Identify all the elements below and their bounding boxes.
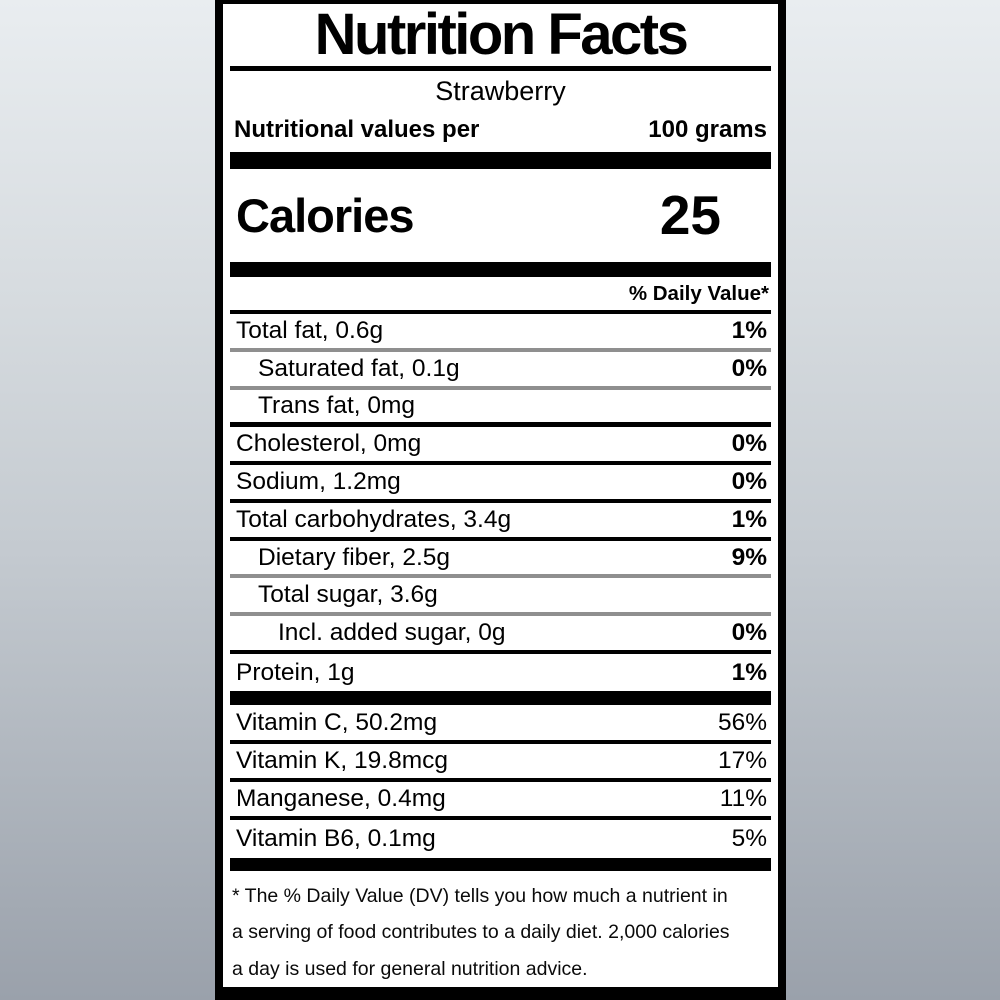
nutrient-label: Dietary fiber, 2.5g: [258, 543, 451, 571]
nutrient-row-total-carbohydrates: Total carbohydrates, 3.4g 1%: [230, 503, 771, 541]
nutrient-percent: 0%: [731, 468, 767, 496]
nutrient-percent: 0%: [731, 618, 767, 646]
nutrient-percent: 17%: [717, 746, 767, 774]
nutrient-row-saturated-fat: Saturated fat, 0.1g 0%: [230, 352, 771, 390]
nutrient-label: Incl. added sugar, 0g: [278, 618, 506, 646]
thick-divider-bar: [230, 857, 771, 871]
calories-row: Calories 25: [230, 169, 771, 262]
serving-prefix: Nutritional values per: [234, 116, 480, 144]
nutrient-label: Cholesterol, 0mg: [236, 430, 422, 458]
nutrition-facts-label: Nutrition Facts Strawberry Nutritional v…: [215, 0, 786, 1000]
nutrient-percent: 1%: [731, 658, 767, 686]
nutrient-label: Vitamin K, 19.8mcg: [236, 746, 448, 774]
nutrient-row-manganese: Manganese, 0.4mg 11%: [230, 782, 771, 820]
daily-value-footnote: * The % Daily Value (DV) tells you how m…: [230, 871, 771, 988]
calories-value: 25: [659, 184, 721, 247]
daily-value-header: % Daily Value*: [230, 277, 771, 315]
thick-divider-bar: [230, 691, 771, 706]
nutrient-percent: 0%: [731, 430, 767, 458]
nutrient-percent: 56%: [717, 708, 767, 736]
nutrient-label: Manganese, 0.4mg: [236, 784, 446, 812]
nutrient-percent: 9%: [731, 543, 767, 571]
nutrient-row-vitamin-k: Vitamin K, 19.8mcg 17%: [230, 744, 771, 782]
footnote-line: a serving of food contributes to a daily…: [232, 921, 730, 943]
nutrient-label: Vitamin B6, 0.1mg: [236, 824, 436, 852]
thick-divider-bar: [230, 151, 771, 169]
nutrient-label: Total carbohydrates, 3.4g: [236, 505, 512, 533]
nutrient-row-total-sugar: Total sugar, 3.6g: [230, 578, 771, 617]
nutrient-row-dietary-fiber: Dietary fiber, 2.5g 9%: [230, 541, 771, 579]
nutrient-row-vitamin-c: Vitamin C, 50.2mg 56%: [230, 705, 771, 744]
nutrient-row-sodium: Sodium, 1.2mg 0%: [230, 465, 771, 503]
footnote-line: a day is used for general nutrition advi…: [232, 957, 588, 980]
nutrient-row-protein: Protein, 1g 1%: [230, 654, 771, 692]
nutrient-row-total-fat: Total fat, 0.6g 1%: [230, 314, 771, 352]
footnote-line: * The % Daily Value (DV) tells you how m…: [232, 884, 728, 907]
nutrient-label: Protein, 1g: [236, 658, 355, 686]
nutrient-row-cholesterol: Cholesterol, 0mg 0%: [230, 427, 771, 466]
serving-info-row: Nutritional values per 100 grams: [230, 109, 771, 152]
nutrient-percent: 0%: [731, 354, 767, 382]
product-name: Strawberry: [435, 76, 566, 106]
nutrient-percent: 11%: [719, 784, 767, 812]
serving-amount: 100 grams: [648, 116, 767, 144]
nutrient-label: Vitamin C, 50.2mg: [236, 708, 438, 736]
label-title: Nutrition Facts: [230, 4, 771, 71]
nutrient-label: Saturated fat, 0.1g: [258, 354, 460, 382]
nutrient-label: Trans fat, 0mg: [258, 392, 416, 420]
nutrient-label: Total sugar, 3.6g: [258, 581, 438, 609]
nutrient-row-added-sugar: Incl. added sugar, 0g 0%: [230, 616, 771, 654]
nutrient-label: Total fat, 0.6g: [236, 317, 384, 345]
nutrient-percent: 1%: [731, 505, 767, 533]
thick-divider-bar: [230, 262, 771, 278]
nutrient-percent: 1%: [731, 317, 767, 345]
nutrient-row-trans-fat: Trans fat, 0mg: [230, 390, 771, 428]
calories-label: Calories: [236, 188, 414, 242]
nutrient-row-vitamin-b6: Vitamin B6, 0.1mg 5%: [230, 820, 771, 858]
nutrient-percent: 5%: [731, 824, 767, 852]
nutrient-label: Sodium, 1.2mg: [236, 468, 401, 496]
